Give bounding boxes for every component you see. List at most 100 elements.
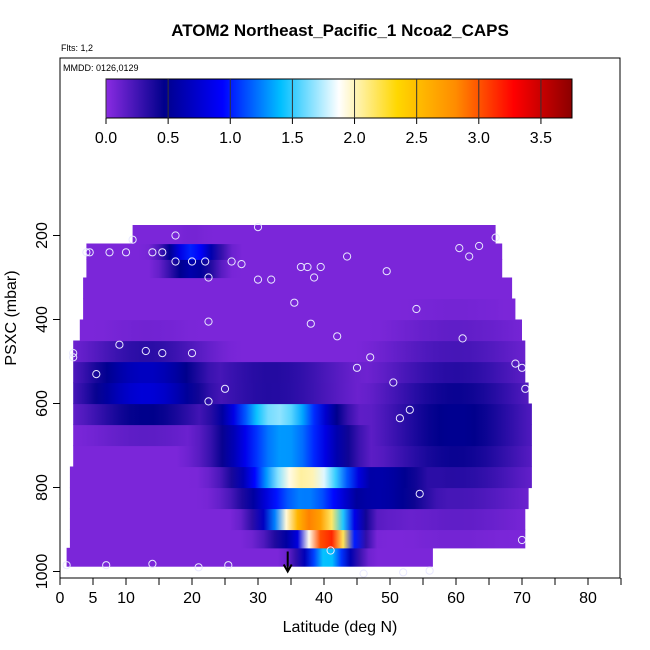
observation-point (382, 267, 391, 276)
observation-point (115, 340, 124, 349)
observation-point (326, 546, 335, 555)
observation-point (171, 231, 180, 240)
observation-point (296, 262, 305, 272)
observation-point (62, 561, 71, 570)
observation-point (201, 257, 210, 266)
observation-point (85, 248, 94, 257)
y-tick-label: 800 (34, 474, 51, 501)
y-tick-label: 600 (34, 390, 51, 417)
observation-point (204, 397, 213, 406)
dates-label: MMDD: 0126,0129 (63, 63, 139, 73)
observation-point (366, 353, 375, 362)
heatmap-band (73, 340, 526, 363)
observation-point (343, 252, 352, 261)
heatmap-band (73, 445, 532, 468)
x-tick-label: 0 (56, 590, 65, 607)
x-tick-label: 10 (117, 590, 135, 607)
x-tick-label: 30 (249, 590, 267, 607)
heatmap-band (69, 487, 529, 510)
colorbar-tick-label: 2.0 (343, 130, 365, 147)
observation-point (517, 363, 527, 372)
observation-point (220, 384, 230, 393)
observation-point (128, 235, 137, 244)
observation-point (267, 275, 276, 284)
observation-point (475, 241, 484, 251)
observation-point (389, 378, 398, 387)
x-tick-label: 40 (315, 590, 333, 607)
y-tick-label: 1000 (34, 554, 51, 590)
heatmap-band (86, 259, 503, 279)
observation-point (69, 349, 78, 358)
observation-points (62, 223, 530, 578)
observation-point (187, 349, 197, 358)
colorbar-tick-label: 0.0 (95, 130, 117, 147)
colorbar: 0.0 0.5 1.0 1.5 2.0 2.5 3.0 3.5 (95, 78, 573, 147)
observation-point (82, 248, 91, 257)
heatmap-band (73, 403, 532, 426)
x-tick-label: 5 (89, 590, 98, 607)
plot-frame (59, 57, 621, 579)
colorbar-tick-label: 1.5 (281, 130, 303, 147)
heatmap-band (69, 466, 532, 489)
y-tick-label: 200 (34, 222, 51, 249)
observation-point (121, 248, 131, 257)
observation-point (352, 363, 362, 372)
colorbar-tick-label: 0.5 (157, 130, 179, 147)
observation-point (425, 566, 434, 575)
x-tick-label: 70 (513, 590, 531, 607)
observation-point (141, 346, 150, 356)
observation-point (511, 359, 520, 368)
heatmap (66, 225, 532, 567)
flights-label: Flts: 1,2 (61, 43, 93, 53)
observation-point (521, 384, 530, 393)
observation-point (92, 370, 101, 379)
heatmap-band (132, 225, 496, 245)
observation-point (158, 349, 167, 358)
observation-point (253, 275, 263, 284)
y-axis-label: PSXC (mbar) (3, 270, 20, 365)
observation-point (227, 257, 236, 266)
observation-point (290, 298, 299, 307)
observation-point (148, 248, 157, 257)
heatmap-band (66, 547, 433, 567)
observation-point (105, 248, 114, 257)
observation-point (194, 563, 203, 572)
observation-point (148, 559, 157, 569)
x-tick-label: 50 (381, 590, 399, 607)
latitude-marker (282, 551, 293, 574)
observation-point (102, 561, 111, 570)
observation-point (455, 244, 464, 253)
observation-point (237, 260, 246, 269)
colorbar-tick-label: 1.0 (219, 130, 241, 147)
observation-point (399, 568, 408, 577)
observation-point (204, 317, 213, 326)
observation-point (306, 319, 315, 328)
observation-point (491, 233, 500, 242)
heatmap-band (83, 298, 516, 321)
observation-point (187, 257, 197, 266)
heatmap-band (86, 243, 503, 260)
y-axis: 200 400 600 800 1000 (34, 222, 60, 589)
observation-point (303, 262, 312, 272)
observation-point (171, 257, 180, 266)
x-tick-label: 80 (579, 590, 597, 607)
marker-arrow-head (282, 564, 293, 574)
observation-point (310, 273, 319, 282)
observation-point (333, 332, 342, 341)
heatmap-band (73, 424, 532, 447)
observation-point (69, 353, 78, 362)
observation-point (517, 535, 527, 545)
x-tick-label: 60 (447, 590, 465, 607)
heatmap-band (79, 319, 523, 342)
observation-point (204, 273, 213, 282)
y-tick-label: 400 (34, 306, 51, 333)
observation-point (395, 414, 404, 423)
observation-point (316, 262, 325, 272)
x-axis-label: Latitude (deg N) (283, 619, 398, 636)
x-tick-label: 20 (183, 590, 201, 607)
heatmap-band (73, 361, 526, 384)
observation-point (224, 561, 233, 570)
heatmap-band (69, 529, 526, 549)
x-axis: 0 5 10 20 30 40 50 60 70 80 (56, 578, 622, 607)
